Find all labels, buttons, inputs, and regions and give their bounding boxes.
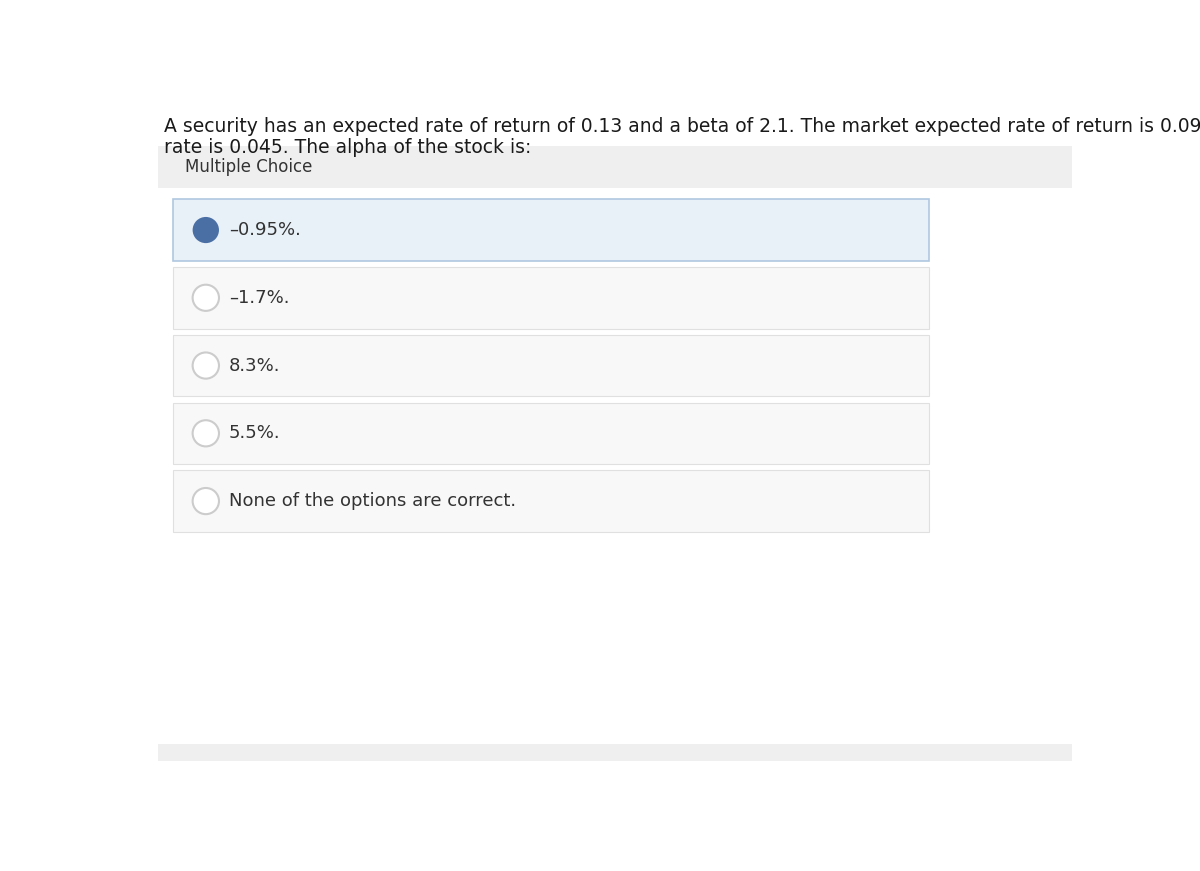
Text: None of the options are correct.: None of the options are correct. [229,492,516,510]
Text: Multiple Choice: Multiple Choice [185,159,312,176]
Text: rate is 0.045. The alpha of the stock is:: rate is 0.045. The alpha of the stock is… [164,138,532,157]
Circle shape [193,353,218,379]
FancyBboxPatch shape [173,470,929,532]
Circle shape [193,488,218,514]
Text: 5.5%.: 5.5%. [229,424,281,442]
FancyBboxPatch shape [157,745,1073,761]
Text: 8.3%.: 8.3%. [229,356,281,375]
FancyBboxPatch shape [157,146,1073,188]
Circle shape [193,217,218,243]
Text: A security has an expected rate of return of 0.13 and a beta of 2.1. The market : A security has an expected rate of retur… [164,117,1200,136]
Text: –0.95%.: –0.95%. [229,221,301,239]
FancyBboxPatch shape [173,199,929,260]
FancyBboxPatch shape [173,334,929,396]
FancyBboxPatch shape [173,267,929,328]
FancyBboxPatch shape [173,402,929,464]
Circle shape [193,420,218,447]
Text: –1.7%.: –1.7%. [229,289,289,307]
Circle shape [193,285,218,311]
